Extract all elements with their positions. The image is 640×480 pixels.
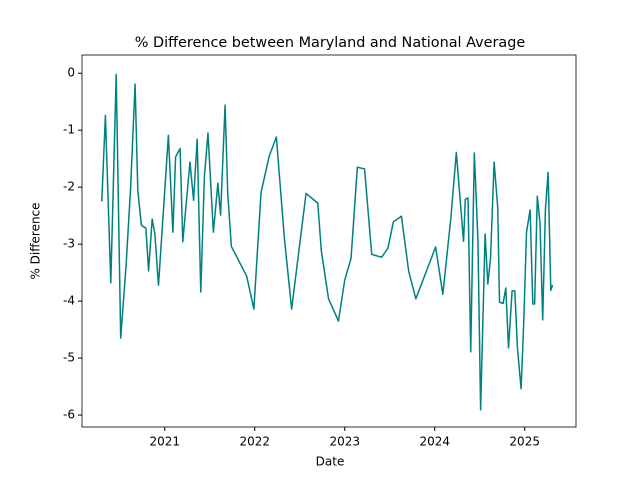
y-axis-label: % Difference — [29, 202, 43, 279]
data-line — [101, 73, 554, 411]
x-axis-label: Date — [316, 455, 345, 469]
chart-title: % Difference between Maryland and Nation… — [135, 35, 526, 51]
y-tick-label: -6 — [63, 408, 75, 422]
y-tick-label: -5 — [63, 351, 75, 365]
x-tick-label: 2023 — [329, 435, 360, 449]
y-tick-label: -3 — [63, 237, 75, 251]
y-tick-label: 0 — [67, 66, 75, 80]
y-tick-label: -1 — [63, 123, 75, 137]
y-tick-label: -4 — [63, 294, 75, 308]
x-tick-label: 2024 — [419, 435, 450, 449]
plot-frame — [81, 54, 577, 428]
x-tick-label: 2021 — [150, 435, 181, 449]
x-tick-label: 2022 — [239, 435, 270, 449]
y-tick-label: -2 — [63, 180, 75, 194]
x-tick-label: 2025 — [509, 435, 540, 449]
